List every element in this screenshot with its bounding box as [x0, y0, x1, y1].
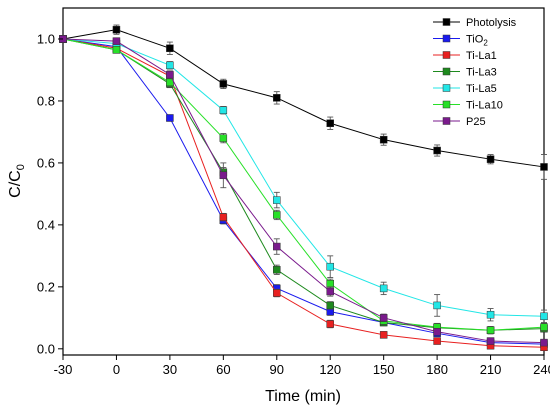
data-point: [166, 70, 174, 79]
data-point: [273, 211, 281, 219]
data-point: [166, 114, 174, 122]
legend-marker: [442, 117, 451, 125]
data-point: [326, 262, 334, 271]
data-point: [326, 320, 334, 328]
data-point: [379, 331, 388, 339]
series-line: [62, 29, 545, 168]
data-point: [540, 312, 548, 321]
y-axis-title: C/C0: [7, 164, 27, 198]
series-4: [59, 35, 548, 323]
data-point: [112, 25, 121, 34]
data-point: [540, 338, 548, 347]
legend-marker: [442, 84, 451, 92]
data-point: [540, 163, 548, 171]
x-tick-label: 120: [319, 362, 341, 377]
y-axis-title-main: C/C: [7, 170, 24, 198]
legend-label: Ti-La10: [466, 100, 503, 112]
x-tick-label: 240: [533, 362, 550, 377]
y-tick-label: 0.2: [37, 279, 55, 294]
x-tick-label: 60: [216, 362, 230, 377]
legend-marker: [442, 34, 451, 43]
data-point: [166, 61, 174, 70]
x-tick-label: 210: [480, 362, 502, 377]
legend-label-main: TiO: [466, 34, 484, 46]
legend-marker: [442, 67, 451, 76]
x-tick-label: 150: [373, 362, 395, 377]
data-point: [433, 328, 441, 336]
legend-label-main: Ti-La5: [466, 83, 497, 95]
data-point: [486, 326, 495, 334]
data-point: [379, 314, 388, 322]
series-line: [62, 38, 545, 345]
data-point: [219, 213, 228, 221]
legend-label: P25: [466, 116, 486, 128]
data-point: [273, 266, 281, 274]
legend: Photolysis TiO2 Ti-La1 Ti-La3 Ti-La5 Ti-La10 P…: [426, 12, 540, 132]
series-6: [59, 35, 548, 347]
legend-marker: [442, 100, 451, 109]
data-point: [379, 135, 388, 144]
x-axis-title: Time (min): [265, 388, 341, 405]
data-point: [326, 119, 334, 128]
data-point: [112, 37, 121, 45]
data-point: [166, 78, 174, 87]
legend-label-main: Photolysis: [466, 17, 517, 29]
legend-label-main: P25: [466, 116, 486, 128]
data-point: [326, 279, 334, 288]
series-line: [62, 38, 545, 348]
data-point: [219, 171, 228, 180]
data-point: [433, 301, 441, 310]
ticks-layer: -30 0 30 60 90 120 150 180 210 240 0.0 0.2 0.4 0.6 0.8…: [37, 31, 550, 377]
data-point: [540, 323, 548, 331]
legend-marker: [442, 18, 451, 26]
data-point: [486, 337, 495, 345]
data-point: [273, 94, 281, 102]
x-tick-label: 30: [163, 362, 177, 377]
data-point: [273, 242, 281, 251]
y-tick-label: 1.0: [37, 31, 55, 46]
data-point: [433, 146, 441, 155]
data-point: [433, 337, 441, 345]
y-tick-label: 0.4: [37, 217, 55, 232]
series-line: [62, 38, 545, 344]
series-line: [62, 38, 545, 317]
data-point: [273, 289, 281, 297]
y-axis-title-subscript: 0: [15, 164, 27, 170]
data-point: [112, 46, 121, 54]
x-tick-label: 0: [113, 362, 120, 377]
x-tick-label: 180: [426, 362, 448, 377]
data-point: [219, 80, 228, 88]
y-tick-label: 0.8: [37, 93, 55, 108]
legend-label-main: Ti-La10: [466, 100, 503, 112]
legend-label-subscript: 2: [483, 39, 488, 48]
data-point: [166, 44, 174, 53]
x-tick-label: -30: [54, 362, 73, 377]
legend-label: Photolysis: [466, 17, 517, 29]
data-point: [326, 287, 334, 296]
series-line: [62, 38, 545, 331]
data-point: [219, 134, 228, 142]
data-point: [219, 106, 228, 114]
plot-frame: [62, 7, 545, 356]
legend-label: Ti-La3: [466, 67, 497, 79]
legend-label: Ti-La5: [466, 83, 497, 95]
data-point: [379, 284, 388, 293]
legend-marker: [442, 51, 451, 59]
data-point: [273, 196, 281, 204]
data-point: [486, 310, 495, 319]
x-tick-label: 90: [270, 362, 284, 377]
legend-label-main: Ti-La1: [466, 50, 497, 62]
legend-label: TiO2: [466, 34, 488, 48]
data-point: [326, 301, 334, 310]
legend-label: Ti-La1: [466, 50, 497, 62]
y-tick-label: 0.6: [37, 155, 55, 170]
y-tick-label: 0.0: [37, 341, 55, 356]
data-point: [486, 155, 495, 163]
legend-label-main: Ti-La3: [466, 67, 497, 79]
